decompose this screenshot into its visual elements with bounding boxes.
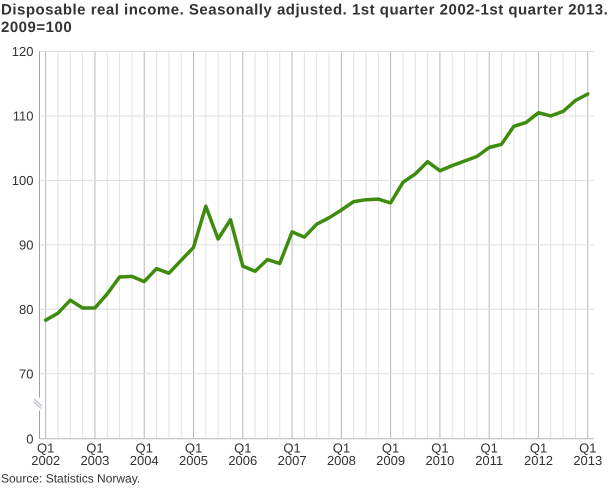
- svg-text:2011: 2011: [475, 453, 503, 468]
- svg-text:2003: 2003: [80, 453, 109, 468]
- svg-text:2010: 2010: [425, 453, 454, 468]
- svg-text:2009=100: 2009=100: [1, 19, 72, 36]
- svg-text:Q1: Q1: [234, 441, 251, 456]
- svg-text:Source: Statistics Norway.: Source: Statistics Norway.: [1, 472, 140, 486]
- svg-text:70: 70: [19, 366, 33, 381]
- svg-text:2012: 2012: [524, 453, 553, 468]
- svg-text:Disposable real income. Season: Disposable real income. Seasonally adjus…: [1, 2, 608, 19]
- svg-text:Q1: Q1: [283, 441, 300, 456]
- svg-text:Q1: Q1: [37, 441, 54, 456]
- svg-text:2004: 2004: [130, 453, 159, 468]
- svg-text:2007: 2007: [278, 453, 307, 468]
- svg-text:Q1: Q1: [333, 441, 350, 456]
- svg-text:2005: 2005: [179, 453, 208, 468]
- svg-text:2006: 2006: [228, 453, 257, 468]
- svg-text:2008: 2008: [327, 453, 356, 468]
- svg-text:Q1: Q1: [431, 441, 448, 456]
- svg-text:Q1: Q1: [530, 441, 547, 456]
- svg-text:Q1: Q1: [86, 441, 103, 456]
- svg-text:Q1: Q1: [481, 441, 498, 456]
- svg-text:120: 120: [12, 44, 34, 59]
- svg-text:110: 110: [13, 109, 34, 124]
- svg-text:2002: 2002: [31, 453, 60, 468]
- svg-text:Q1: Q1: [136, 441, 153, 456]
- svg-text:2013: 2013: [573, 453, 602, 468]
- svg-text:0: 0: [26, 431, 33, 446]
- svg-text:Q1: Q1: [579, 441, 596, 456]
- svg-text:100: 100: [12, 173, 34, 188]
- svg-text:90: 90: [19, 238, 33, 253]
- svg-text:Q1: Q1: [185, 441, 202, 456]
- svg-text:80: 80: [19, 302, 33, 317]
- svg-text:Q1: Q1: [382, 441, 399, 456]
- svg-text:2009: 2009: [376, 453, 405, 468]
